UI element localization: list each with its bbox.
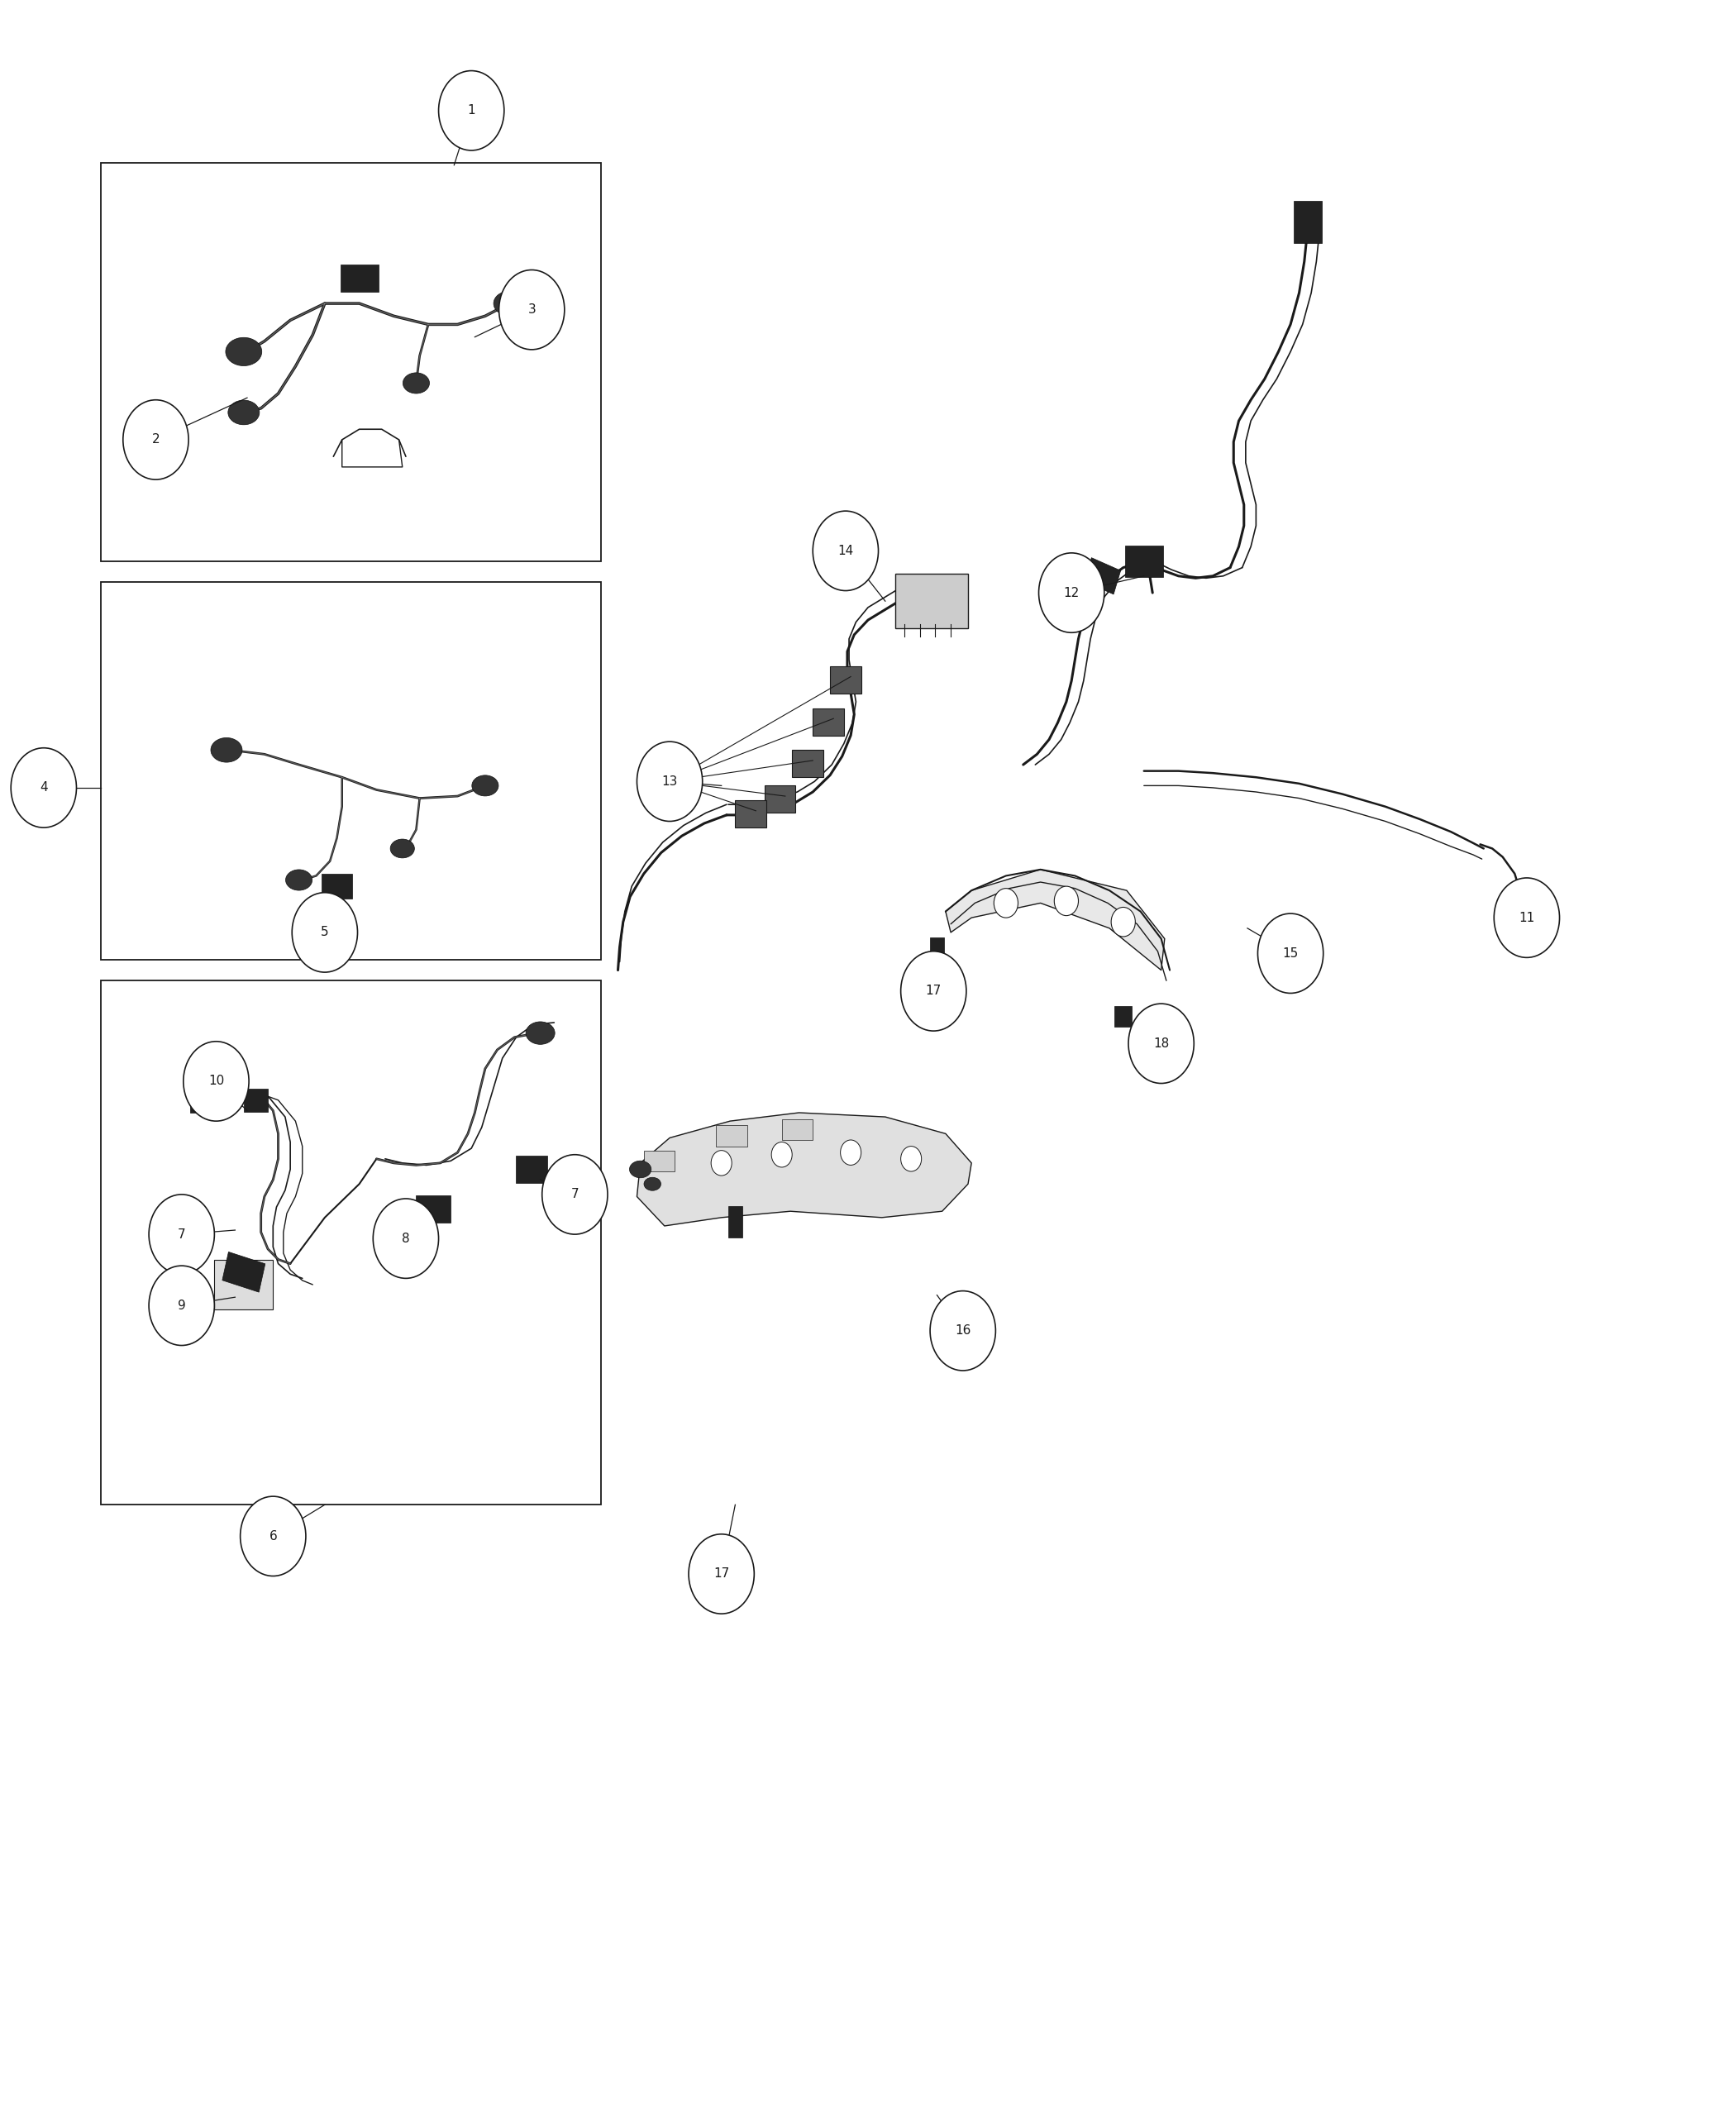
Text: 7: 7 [571, 1189, 578, 1202]
Circle shape [292, 892, 358, 972]
Circle shape [1111, 906, 1135, 936]
Ellipse shape [493, 291, 524, 316]
Bar [321, 873, 352, 898]
Ellipse shape [644, 1178, 661, 1191]
Ellipse shape [1503, 900, 1536, 923]
Text: 14: 14 [838, 544, 854, 557]
Ellipse shape [403, 373, 429, 394]
Text: 3: 3 [528, 304, 536, 316]
Ellipse shape [526, 1022, 556, 1043]
Circle shape [439, 72, 503, 150]
Text: 16: 16 [955, 1324, 970, 1336]
Bar [243, 1088, 267, 1111]
Circle shape [901, 1147, 922, 1172]
Bar [729, 1206, 741, 1237]
Polygon shape [946, 868, 1165, 970]
Bar [812, 708, 844, 736]
Circle shape [812, 510, 878, 590]
Text: 18: 18 [1153, 1037, 1168, 1050]
Bar [781, 1119, 812, 1140]
Bar [191, 1088, 217, 1113]
Circle shape [149, 1265, 215, 1345]
FancyBboxPatch shape [896, 573, 969, 628]
Ellipse shape [391, 839, 415, 858]
Circle shape [10, 748, 76, 828]
Bar [1293, 200, 1321, 242]
Text: 1: 1 [467, 105, 476, 116]
Text: 8: 8 [401, 1233, 410, 1244]
Ellipse shape [227, 401, 259, 424]
Bar [1115, 1006, 1132, 1027]
Bar [717, 1126, 746, 1147]
Bar [417, 1195, 451, 1223]
Circle shape [542, 1155, 608, 1235]
Circle shape [498, 270, 564, 350]
Bar [930, 938, 944, 970]
Circle shape [373, 1199, 439, 1277]
FancyBboxPatch shape [215, 1258, 273, 1309]
Bar [644, 1151, 675, 1172]
Bar [101, 980, 601, 1505]
Ellipse shape [226, 337, 262, 367]
Circle shape [1054, 885, 1078, 915]
Circle shape [995, 887, 1017, 917]
Bar [1085, 559, 1121, 594]
Text: 17: 17 [713, 1568, 729, 1581]
Text: 6: 6 [269, 1530, 278, 1543]
Circle shape [901, 951, 967, 1031]
Circle shape [840, 1140, 861, 1166]
Circle shape [1038, 552, 1104, 632]
Text: 9: 9 [177, 1299, 186, 1311]
Circle shape [240, 1497, 306, 1577]
Bar [222, 1252, 266, 1292]
Bar [340, 266, 378, 291]
Circle shape [184, 1041, 248, 1121]
Ellipse shape [210, 738, 243, 763]
Bar [792, 750, 823, 778]
Circle shape [149, 1195, 215, 1273]
Circle shape [930, 1290, 996, 1370]
Bar [101, 582, 601, 959]
Bar [1125, 546, 1163, 578]
Bar [830, 666, 861, 694]
Bar [736, 801, 766, 828]
Circle shape [771, 1143, 792, 1168]
Text: 7: 7 [177, 1229, 186, 1240]
Circle shape [712, 1151, 733, 1176]
Ellipse shape [472, 776, 498, 797]
Text: 5: 5 [321, 925, 328, 938]
Bar [516, 1155, 547, 1183]
Bar [764, 786, 795, 814]
Circle shape [689, 1535, 753, 1615]
Circle shape [1259, 913, 1323, 993]
Text: 13: 13 [661, 776, 677, 788]
Circle shape [1495, 877, 1559, 957]
Text: 4: 4 [40, 782, 47, 795]
Polygon shape [637, 1113, 972, 1227]
Bar [101, 162, 601, 561]
Circle shape [637, 742, 703, 822]
Text: 2: 2 [151, 434, 160, 447]
Ellipse shape [630, 1162, 651, 1178]
Text: 10: 10 [208, 1075, 224, 1088]
Text: 12: 12 [1064, 586, 1080, 599]
Text: 17: 17 [925, 984, 941, 997]
Circle shape [123, 401, 189, 479]
Circle shape [1128, 1003, 1194, 1084]
Text: 11: 11 [1519, 911, 1535, 923]
Ellipse shape [286, 871, 312, 890]
Text: 15: 15 [1283, 946, 1299, 959]
